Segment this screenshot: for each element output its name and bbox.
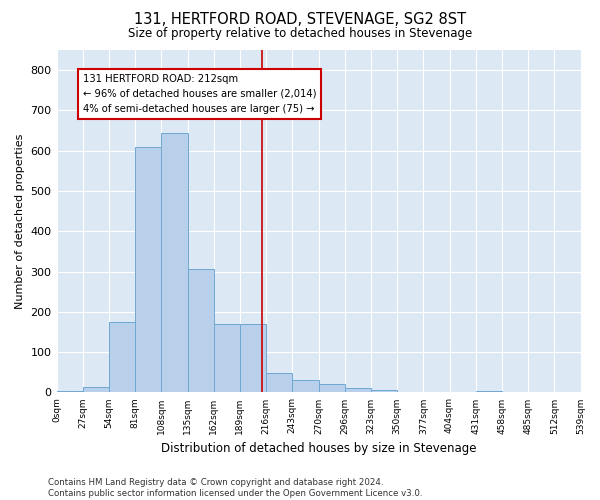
Y-axis label: Number of detached properties: Number of detached properties xyxy=(15,134,25,309)
Bar xyxy=(345,388,371,392)
Bar xyxy=(319,384,345,392)
Bar xyxy=(135,146,161,392)
Text: Size of property relative to detached houses in Stevenage: Size of property relative to detached ho… xyxy=(128,28,472,40)
Bar xyxy=(109,322,135,392)
Bar xyxy=(476,391,502,392)
Text: 131 HERTFORD ROAD: 212sqm
← 96% of detached houses are smaller (2,014)
4% of sem: 131 HERTFORD ROAD: 212sqm ← 96% of detac… xyxy=(83,74,316,114)
X-axis label: Distribution of detached houses by size in Stevenage: Distribution of detached houses by size … xyxy=(161,442,476,455)
Text: Contains HM Land Registry data © Crown copyright and database right 2024.
Contai: Contains HM Land Registry data © Crown c… xyxy=(48,478,422,498)
Text: 131, HERTFORD ROAD, STEVENAGE, SG2 8ST: 131, HERTFORD ROAD, STEVENAGE, SG2 8ST xyxy=(134,12,466,28)
Bar xyxy=(56,391,83,392)
Bar xyxy=(240,324,266,392)
Bar xyxy=(371,390,397,392)
Bar xyxy=(214,324,240,392)
Bar xyxy=(83,387,109,392)
Bar xyxy=(161,132,188,392)
Bar xyxy=(266,374,292,392)
Bar xyxy=(292,380,319,392)
Bar xyxy=(188,269,214,392)
